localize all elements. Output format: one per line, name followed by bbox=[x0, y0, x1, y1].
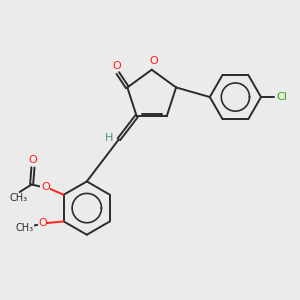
Text: O: O bbox=[41, 182, 50, 192]
Text: O: O bbox=[38, 218, 47, 228]
Text: Cl: Cl bbox=[276, 92, 287, 102]
Text: O: O bbox=[149, 56, 158, 66]
Text: O: O bbox=[28, 155, 37, 165]
Text: O: O bbox=[113, 61, 122, 70]
Text: CH₃: CH₃ bbox=[10, 193, 28, 203]
Text: H: H bbox=[105, 133, 113, 142]
Text: CH₃: CH₃ bbox=[16, 223, 34, 232]
